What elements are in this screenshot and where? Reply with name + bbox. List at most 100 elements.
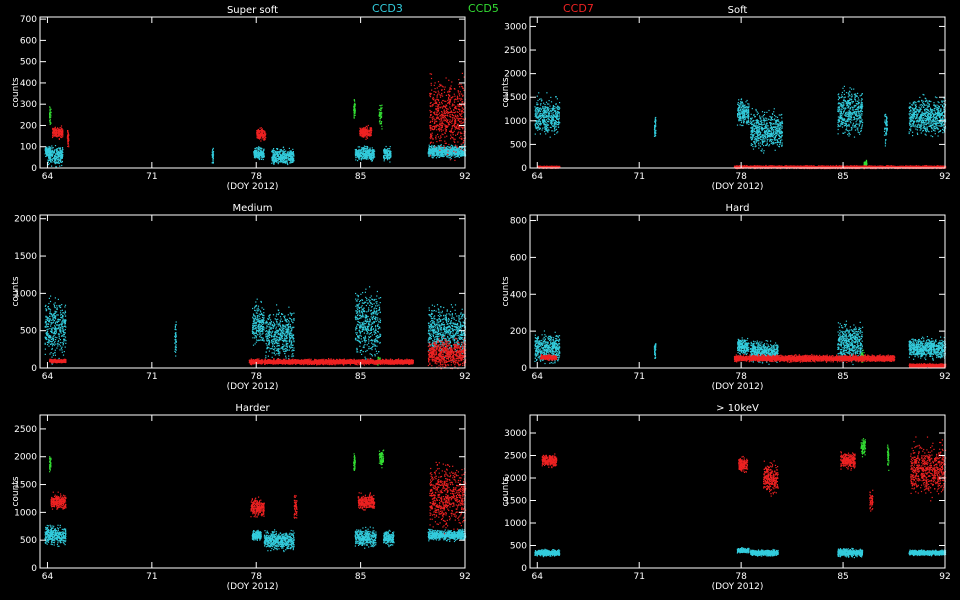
data-point bbox=[460, 84, 461, 85]
data-point bbox=[456, 126, 457, 127]
data-point bbox=[370, 133, 371, 134]
data-point bbox=[541, 123, 542, 124]
data-point bbox=[287, 152, 288, 153]
data-point bbox=[553, 125, 554, 126]
data-point bbox=[778, 127, 779, 128]
data-point bbox=[46, 151, 47, 152]
data-point bbox=[371, 161, 372, 162]
data-point bbox=[551, 130, 552, 131]
data-point bbox=[762, 130, 763, 131]
data-point bbox=[50, 161, 51, 162]
data-point bbox=[737, 116, 738, 117]
data-point bbox=[775, 116, 776, 117]
data-point bbox=[764, 120, 765, 121]
data-point bbox=[463, 140, 464, 141]
data-point bbox=[554, 131, 555, 132]
data-point bbox=[740, 109, 741, 110]
data-point bbox=[62, 149, 63, 150]
data-point bbox=[744, 114, 745, 115]
data-point bbox=[431, 85, 432, 86]
data-point bbox=[293, 158, 294, 159]
data-point bbox=[458, 109, 459, 110]
data-point bbox=[437, 156, 438, 157]
data-point bbox=[462, 143, 463, 144]
data-point bbox=[431, 90, 432, 91]
data-point bbox=[459, 157, 460, 158]
data-point bbox=[446, 95, 447, 96]
data-point bbox=[751, 123, 752, 124]
data-point bbox=[436, 153, 437, 154]
data-point bbox=[49, 113, 50, 114]
data-point bbox=[848, 96, 849, 97]
data-point bbox=[286, 156, 287, 157]
data-point bbox=[774, 108, 775, 109]
data-point bbox=[262, 133, 263, 134]
data-point bbox=[59, 133, 60, 134]
data-point bbox=[777, 117, 778, 118]
data-point bbox=[452, 114, 453, 115]
data-point bbox=[449, 153, 450, 154]
data-point bbox=[366, 136, 367, 137]
data-point bbox=[432, 149, 433, 150]
data-point bbox=[760, 119, 761, 120]
data-point bbox=[762, 116, 763, 117]
data-point bbox=[275, 155, 276, 156]
data-point bbox=[439, 113, 440, 114]
data-point bbox=[48, 148, 49, 149]
data-point bbox=[540, 133, 541, 134]
data-point bbox=[361, 150, 362, 151]
data-point bbox=[853, 101, 854, 102]
data-point bbox=[559, 116, 560, 117]
data-point bbox=[429, 151, 430, 152]
data-point bbox=[434, 146, 435, 147]
series-1-0 bbox=[534, 86, 946, 154]
data-point bbox=[448, 122, 449, 123]
data-point bbox=[549, 108, 550, 109]
data-point bbox=[559, 114, 560, 115]
data-point bbox=[62, 147, 63, 148]
data-point bbox=[381, 126, 382, 127]
data-point bbox=[431, 117, 432, 118]
data-point bbox=[855, 130, 856, 131]
data-point bbox=[368, 134, 369, 135]
data-point bbox=[262, 131, 263, 132]
data-point bbox=[765, 126, 766, 127]
data-point bbox=[360, 154, 361, 155]
data-point bbox=[453, 125, 454, 126]
data-point bbox=[444, 156, 445, 157]
data-point bbox=[360, 150, 361, 151]
data-point bbox=[276, 151, 277, 152]
data-point bbox=[842, 92, 843, 93]
data-point bbox=[740, 110, 741, 111]
data-point bbox=[755, 136, 756, 137]
data-point bbox=[462, 73, 463, 74]
data-point bbox=[765, 133, 766, 134]
data-point bbox=[435, 103, 436, 104]
data-point bbox=[58, 154, 59, 155]
data-point bbox=[434, 150, 435, 151]
data-point bbox=[539, 124, 540, 125]
data-point bbox=[738, 102, 739, 103]
data-point bbox=[781, 135, 782, 136]
data-point bbox=[264, 132, 265, 133]
data-point bbox=[379, 116, 380, 117]
data-point bbox=[460, 133, 461, 134]
data-point bbox=[755, 116, 756, 117]
data-point bbox=[431, 83, 432, 84]
data-point bbox=[758, 135, 759, 136]
data-point bbox=[456, 146, 457, 147]
data-point bbox=[446, 147, 447, 148]
data-point bbox=[780, 122, 781, 123]
data-point bbox=[293, 155, 294, 156]
data-point bbox=[462, 101, 463, 102]
data-point bbox=[455, 123, 456, 124]
data-point bbox=[435, 119, 436, 120]
data-point bbox=[779, 114, 780, 115]
data-point bbox=[443, 149, 444, 150]
data-point bbox=[451, 97, 452, 98]
data-point bbox=[774, 127, 775, 128]
data-point bbox=[536, 112, 537, 113]
data-point bbox=[457, 98, 458, 99]
data-point bbox=[758, 148, 759, 149]
data-point bbox=[852, 114, 853, 115]
